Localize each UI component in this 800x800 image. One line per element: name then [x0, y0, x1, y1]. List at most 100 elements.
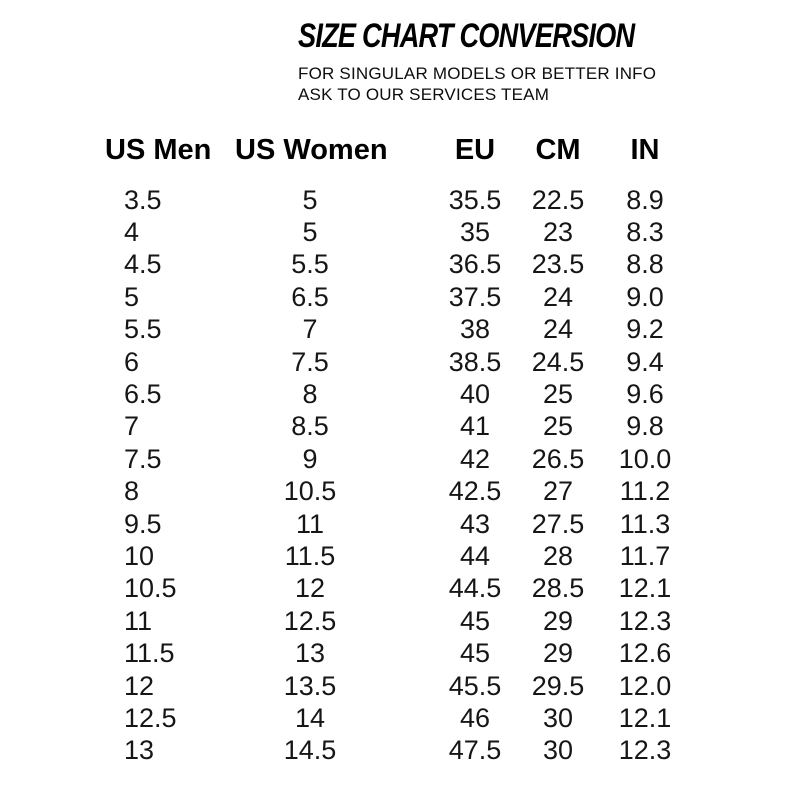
page-title: SIZE CHART CONVERSION — [298, 17, 635, 55]
table-row: 5 6.5 37.5 24 9.0 — [105, 281, 704, 313]
table-row: 4.5 5.5 36.5 23.5 8.8 — [105, 249, 704, 281]
table-cell: 30 — [542, 702, 574, 733]
table-row: 5.5 7 38 24 9.2 — [105, 314, 704, 346]
table-cell: 25 — [542, 411, 574, 442]
table-cell: 9.5 — [124, 508, 162, 539]
table-cell: 10.5 — [124, 573, 177, 604]
table-cell: 6.5 — [124, 379, 162, 410]
table-cell: 29 — [542, 638, 574, 669]
table-cell: 8.3 — [626, 217, 664, 248]
table-row: 10 11.5 44 28 11.7 — [105, 540, 704, 572]
table-cell: 10 — [124, 540, 155, 571]
table-cell: 22.5 — [531, 184, 585, 215]
table-row: 9.5 11 43 27.5 11.3 — [105, 508, 704, 540]
table-row: 13 14.5 47.5 30 12.3 — [105, 735, 704, 767]
table-cell: 5 — [302, 217, 318, 248]
table-row: 10.5 12 44.5 28.5 12.1 — [105, 573, 704, 605]
table-cell: 41 — [459, 411, 491, 442]
table-cell: 24.5 — [531, 346, 585, 377]
table-cell: 45.5 — [448, 670, 502, 701]
chart-header: SIZE CHART CONVERSION FOR SINGULAR MODEL… — [298, 16, 718, 105]
table-cell: 11 — [124, 605, 153, 636]
table-row: 12 13.5 45.5 29.5 12.0 — [105, 670, 704, 702]
table-cell: 11 — [295, 508, 325, 539]
table-cell: 30 — [542, 735, 574, 766]
column-header-in: IN — [630, 133, 660, 166]
table-row: 7.5 9 42 26.5 10.0 — [105, 443, 704, 475]
table-cell: 5.5 — [291, 249, 329, 280]
table-cell: 25 — [542, 379, 574, 410]
table-cell: 43 — [459, 508, 491, 539]
table-cell: 7 — [124, 411, 140, 442]
table-cell: 11.3 — [619, 508, 671, 539]
table-cell: 23.5 — [531, 249, 585, 280]
table-cell: 12.0 — [618, 670, 672, 701]
table-cell: 12.6 — [618, 638, 672, 669]
table-cell: 29 — [542, 605, 574, 636]
table-cell: 28.5 — [531, 573, 585, 604]
table-cell: 44.5 — [448, 573, 502, 604]
table-cell: 8.8 — [626, 249, 664, 280]
table-cell: 12 — [124, 670, 155, 701]
column-header-eu: EU — [454, 133, 496, 166]
table-cell: 12.3 — [618, 735, 672, 766]
column-header-us-men: US Men — [105, 133, 212, 166]
table-cell: 12.1 — [618, 702, 672, 733]
table-cell: 24 — [542, 281, 574, 312]
table-cell: 29.5 — [531, 670, 585, 701]
table-cell: 12.3 — [618, 605, 672, 636]
table-cell: 9.2 — [626, 314, 664, 345]
table-row: 6 7.5 38.5 24.5 9.4 — [105, 346, 704, 378]
table-cell: 5.5 — [124, 314, 162, 345]
table-row: 12.5 14 46 30 12.1 — [105, 702, 704, 734]
table-cell: 38.5 — [448, 346, 502, 377]
table-cell: 40 — [459, 379, 491, 410]
table-cell: 45 — [459, 605, 491, 636]
table-cell: 23 — [542, 217, 574, 248]
table-cell: 42.5 — [448, 476, 502, 507]
column-header-cm: CM — [535, 133, 581, 166]
table-header-row: US Men US Women EU CM IN — [105, 130, 704, 170]
table-cell: 8.9 — [626, 184, 664, 215]
table-cell: 36.5 — [448, 249, 502, 280]
table-cell: 5 — [302, 184, 318, 215]
table-cell: 9.4 — [626, 346, 664, 377]
table-cell: 35 — [459, 217, 491, 248]
subtitle-line-1: FOR SINGULAR MODELS OR BETTER INFO — [298, 64, 657, 83]
table-cell: 8 — [124, 476, 140, 507]
table-cell: 38 — [459, 314, 491, 345]
table-cell: 47.5 — [448, 735, 502, 766]
table-cell: 45 — [459, 638, 491, 669]
table-cell: 6.5 — [291, 281, 329, 312]
table-cell: 12.5 — [283, 605, 337, 636]
table-cell: 46 — [459, 702, 491, 733]
table-cell: 6 — [124, 346, 140, 377]
table-cell: 24 — [542, 314, 574, 345]
table-row: 3.5 5 35.5 22.5 8.9 — [105, 184, 704, 216]
table-cell: 12.1 — [618, 573, 672, 604]
column-header-us-women: US Women — [235, 133, 388, 166]
table-cell: 42 — [459, 443, 491, 474]
table-cell: 27.5 — [531, 508, 585, 539]
table-cell: 44 — [459, 540, 491, 571]
table-cell: 13 — [124, 735, 155, 766]
table-cell: 8 — [302, 379, 318, 410]
table-cell: 9 — [302, 443, 318, 474]
table-cell: 12.5 — [124, 702, 177, 733]
table-row: 4 5 35 23 8.3 — [105, 216, 704, 248]
table-cell: 9.6 — [626, 379, 664, 410]
table-cell: 7.5 — [291, 346, 329, 377]
table-row: 11.5 13 45 29 12.6 — [105, 637, 704, 669]
table-row: 7 8.5 41 25 9.8 — [105, 411, 704, 443]
table-cell: 11.2 — [619, 476, 671, 507]
table-cell: 37.5 — [448, 281, 502, 312]
table-cell: 14.5 — [283, 735, 337, 766]
table-cell: 9.8 — [626, 411, 664, 442]
table-cell: 28 — [542, 540, 574, 571]
table-cell: 11.5 — [284, 540, 336, 571]
table-cell: 4.5 — [124, 249, 162, 280]
table-cell: 14 — [294, 702, 326, 733]
table-cell: 11.7 — [619, 540, 671, 571]
table-cell: 13.5 — [283, 670, 337, 701]
